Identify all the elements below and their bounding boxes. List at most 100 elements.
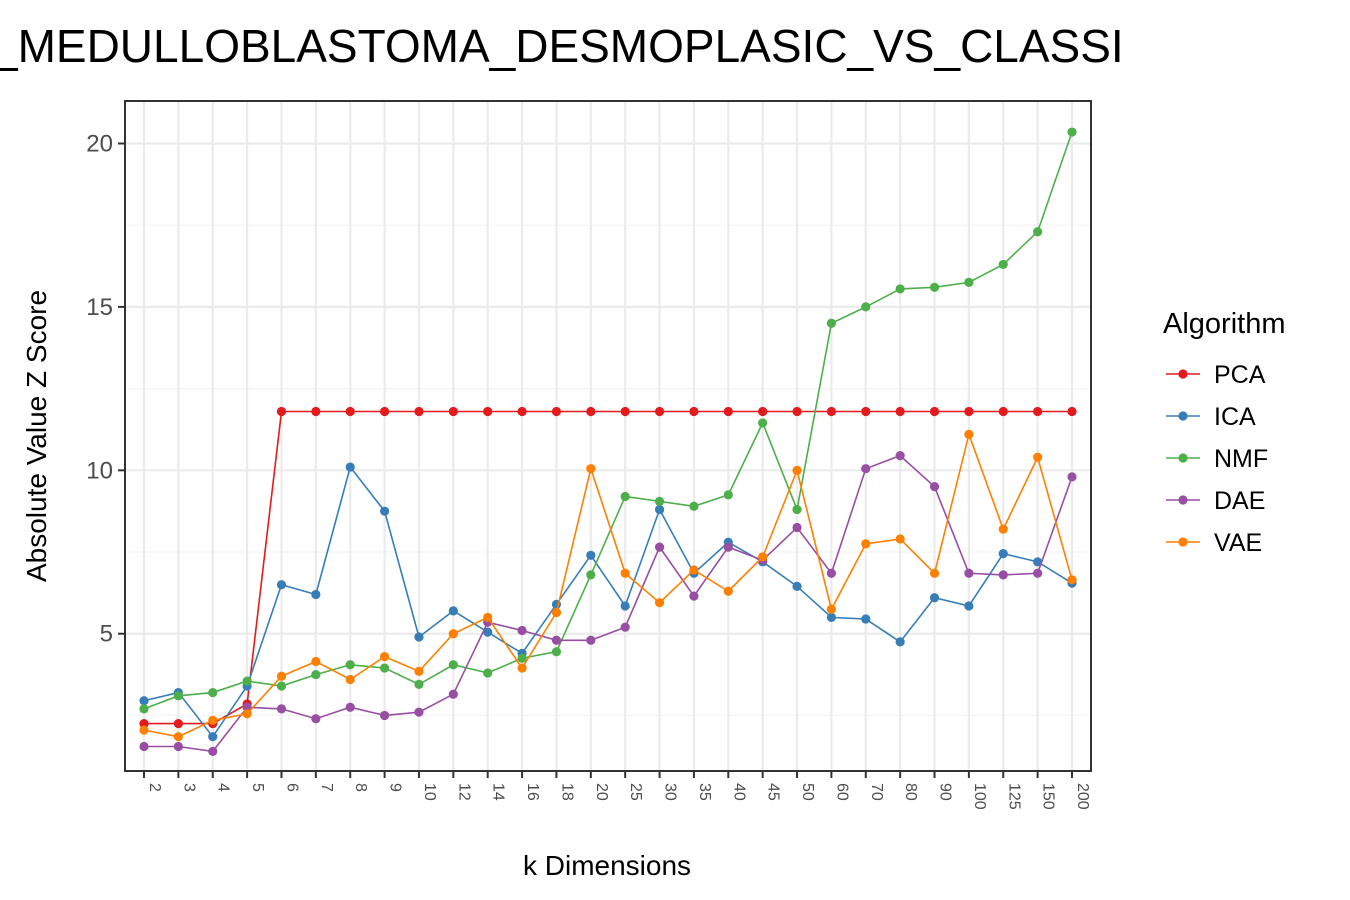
data-point-nmf <box>654 496 665 506</box>
data-point-pca <box>895 406 905 417</box>
series-nmf <box>139 127 1077 714</box>
series-line-nmf <box>143 131 1073 710</box>
data-point-vae <box>517 663 527 673</box>
data-point-dae <box>1067 472 1077 482</box>
data-point-vae <box>276 671 287 681</box>
data-point-nmf <box>929 282 940 292</box>
data-point-ica <box>861 614 871 624</box>
data-point-pca <box>517 406 527 417</box>
legend-label: NMF <box>1214 445 1268 473</box>
series-line-vae <box>143 431 1073 738</box>
data-point-dae <box>242 702 252 712</box>
data-point-ica <box>826 612 837 622</box>
x-tick-label: 2 <box>146 783 163 792</box>
x-tick-label: 90 <box>937 783 954 801</box>
data-point-nmf <box>620 491 630 502</box>
data-point-ica <box>792 581 802 591</box>
data-point-dae <box>208 746 218 756</box>
data-point-pca <box>276 406 287 417</box>
data-point-ica <box>964 601 974 611</box>
x-tick-label: 35 <box>696 783 713 801</box>
data-point-dae <box>654 542 665 552</box>
x-tick-label: 50 <box>799 783 816 801</box>
data-point-pca <box>173 719 183 729</box>
data-point-dae <box>414 707 424 717</box>
series-layer <box>139 127 1077 756</box>
data-point-ica <box>345 462 355 472</box>
data-point-vae <box>929 568 940 578</box>
data-point-ica <box>620 601 630 611</box>
legend-title: Algorithm <box>1163 308 1286 340</box>
data-point-pca <box>1033 406 1043 417</box>
data-point-nmf <box>208 687 218 698</box>
data-point-vae <box>483 612 493 622</box>
data-point-pca <box>345 406 355 417</box>
x-tick-label: 10 <box>421 783 438 801</box>
x-tick-label: 60 <box>833 783 850 801</box>
data-point-ica <box>998 549 1008 559</box>
data-point-vae <box>826 604 837 614</box>
data-point-pca <box>929 406 940 417</box>
data-point-dae <box>586 635 596 645</box>
data-point-vae <box>311 656 321 667</box>
data-point-dae <box>139 741 149 752</box>
data-point-dae <box>998 570 1008 580</box>
data-point-vae <box>620 568 630 578</box>
legend-label: PCA <box>1214 361 1266 389</box>
legend: Algorithm PCA ICA NMF DAE VAE <box>1163 308 1286 557</box>
data-point-vae <box>689 565 699 575</box>
x-tick-label: 200 <box>1074 783 1091 810</box>
x-tick-label: 20 <box>593 783 610 801</box>
chart-title: _MEDULLOBLASTOMA_DESMOPLASIC_VS_CLASSI <box>0 20 1124 72</box>
legend-label: VAE <box>1214 529 1262 557</box>
x-tick-label: 70 <box>868 783 885 801</box>
data-point-pca <box>861 406 871 417</box>
data-point-dae <box>345 702 355 712</box>
series-line-ica <box>143 465 1073 739</box>
data-point-ica <box>208 732 218 742</box>
data-point-pca <box>586 406 596 417</box>
legend-point <box>1178 453 1188 463</box>
data-point-vae <box>414 666 424 676</box>
data-point-nmf <box>483 668 493 678</box>
x-tick-label: 100 <box>971 783 988 810</box>
data-point-vae <box>448 629 458 639</box>
data-point-dae <box>448 689 458 699</box>
legend-item-nmf: NMF <box>1166 445 1268 473</box>
x-tick-label: 80 <box>902 783 919 801</box>
legend-point <box>1178 495 1188 505</box>
data-point-pca <box>414 406 424 417</box>
data-point-vae <box>964 429 974 439</box>
data-point-dae <box>1033 568 1043 578</box>
data-point-nmf <box>311 669 321 680</box>
x-tick-label: 3 <box>180 783 197 792</box>
data-point-ica <box>895 637 905 647</box>
data-point-nmf <box>414 679 424 689</box>
data-point-ica <box>276 580 287 590</box>
x-tick-label: 45 <box>765 783 782 801</box>
data-point-vae <box>379 652 390 662</box>
data-point-nmf <box>826 318 837 328</box>
y-tick-label: 20 <box>86 130 113 157</box>
legend-item-vae: VAE <box>1166 529 1262 557</box>
y-axis-title: Absolute Value Z Score <box>21 290 52 582</box>
data-point-dae <box>895 451 905 461</box>
x-tick-label: 125 <box>1005 783 1022 810</box>
data-point-vae <box>723 586 733 596</box>
major-gridlines <box>125 101 1091 771</box>
data-point-dae <box>517 625 527 636</box>
data-point-pca <box>139 719 149 729</box>
data-point-dae <box>276 704 287 714</box>
data-point-dae <box>551 635 562 645</box>
data-point-dae <box>826 568 837 578</box>
data-point-dae <box>173 741 183 752</box>
data-point-nmf <box>586 570 596 580</box>
y-tick-label: 15 <box>86 294 113 321</box>
legend-item-pca: PCA <box>1166 361 1266 389</box>
data-point-vae <box>792 465 802 475</box>
data-point-ica <box>379 506 390 516</box>
x-tick-label: 16 <box>524 783 541 801</box>
data-point-dae <box>311 714 321 724</box>
data-point-vae <box>1067 575 1077 585</box>
